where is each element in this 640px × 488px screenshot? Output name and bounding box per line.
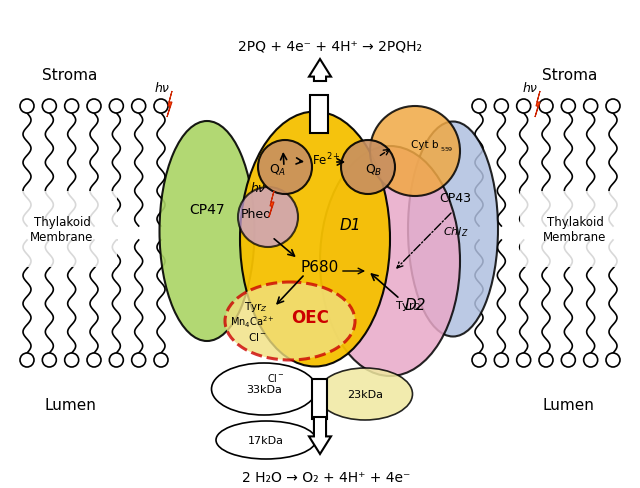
Circle shape	[606, 100, 620, 114]
Circle shape	[472, 100, 486, 114]
Text: D1: D1	[339, 217, 361, 232]
Circle shape	[494, 100, 508, 114]
Text: P680: P680	[301, 260, 339, 275]
Circle shape	[370, 107, 460, 197]
Circle shape	[20, 100, 34, 114]
Circle shape	[87, 100, 101, 114]
Circle shape	[472, 353, 486, 367]
Ellipse shape	[211, 363, 317, 415]
Text: Mn$_4$Ca$^{2+}$: Mn$_4$Ca$^{2+}$	[230, 314, 275, 329]
Circle shape	[65, 353, 79, 367]
Ellipse shape	[408, 122, 498, 337]
Text: Cl$^-$: Cl$^-$	[267, 371, 285, 383]
Bar	[312, 379, 327, 419]
Bar	[310, 96, 328, 134]
Polygon shape	[309, 60, 331, 82]
Circle shape	[20, 353, 34, 367]
Text: $_{559}$: $_{559}$	[440, 144, 454, 153]
Ellipse shape	[159, 122, 255, 341]
Polygon shape	[309, 417, 331, 454]
Text: 33kDa: 33kDa	[246, 384, 282, 394]
Circle shape	[154, 353, 168, 367]
Circle shape	[539, 353, 553, 367]
Circle shape	[606, 353, 620, 367]
Polygon shape	[535, 92, 540, 118]
Circle shape	[42, 353, 56, 367]
Circle shape	[65, 100, 79, 114]
Circle shape	[516, 353, 531, 367]
Polygon shape	[537, 92, 540, 103]
Circle shape	[154, 100, 168, 114]
Text: Tyr$_Z$: Tyr$_Z$	[244, 299, 268, 313]
Text: Lumen: Lumen	[542, 397, 594, 412]
Text: Thylakoid
Membrane: Thylakoid Membrane	[543, 216, 607, 244]
Text: D2: D2	[404, 297, 426, 312]
Text: Stroma: Stroma	[42, 67, 98, 82]
Circle shape	[109, 100, 124, 114]
Text: Lumen: Lumen	[44, 397, 96, 412]
Polygon shape	[269, 192, 274, 218]
Circle shape	[561, 353, 575, 367]
Text: Q$_B$: Q$_B$	[365, 162, 383, 177]
Circle shape	[341, 141, 395, 195]
Circle shape	[539, 100, 553, 114]
Polygon shape	[167, 92, 172, 118]
Text: Stroma: Stroma	[542, 67, 598, 82]
Text: CP47: CP47	[189, 203, 225, 217]
Circle shape	[258, 141, 312, 195]
Circle shape	[109, 353, 124, 367]
Text: Fe$^{2+}$: Fe$^{2+}$	[312, 151, 340, 168]
Text: hν: hν	[251, 181, 266, 194]
Text: Cl$^-$: Cl$^-$	[248, 330, 266, 342]
Circle shape	[584, 100, 598, 114]
Ellipse shape	[320, 147, 460, 376]
Circle shape	[132, 100, 146, 114]
Polygon shape	[169, 92, 172, 103]
Ellipse shape	[225, 283, 355, 360]
Text: 2 H₂O → O₂ + 4H⁺ + 4e⁻: 2 H₂O → O₂ + 4H⁺ + 4e⁻	[242, 470, 410, 484]
Text: OEC: OEC	[291, 308, 329, 326]
Text: hν: hν	[523, 81, 538, 94]
Text: Chl$_Z$: Chl$_Z$	[444, 224, 468, 239]
Text: 17kDa: 17kDa	[248, 435, 284, 445]
Text: 2PQ + 4e⁻ + 4H⁺ → 2PQH₂: 2PQ + 4e⁻ + 4H⁺ → 2PQH₂	[238, 39, 422, 53]
Text: Thylakoid
Membrane: Thylakoid Membrane	[30, 216, 93, 244]
Text: Pheo: Pheo	[241, 208, 271, 221]
Circle shape	[516, 100, 531, 114]
Text: Q$_A$: Q$_A$	[269, 162, 287, 177]
Ellipse shape	[317, 368, 413, 420]
Text: Cyt b: Cyt b	[412, 140, 439, 150]
Text: 23kDa: 23kDa	[347, 389, 383, 399]
Circle shape	[561, 100, 575, 114]
Text: Tyr$_D$: Tyr$_D$	[395, 298, 421, 312]
Text: hν: hν	[155, 81, 170, 94]
Circle shape	[42, 100, 56, 114]
Circle shape	[494, 353, 508, 367]
Circle shape	[87, 353, 101, 367]
Circle shape	[584, 353, 598, 367]
Ellipse shape	[216, 421, 316, 459]
Circle shape	[132, 353, 146, 367]
Polygon shape	[271, 192, 274, 203]
Text: CP43: CP43	[439, 191, 471, 204]
Ellipse shape	[240, 112, 390, 367]
Circle shape	[238, 187, 298, 247]
